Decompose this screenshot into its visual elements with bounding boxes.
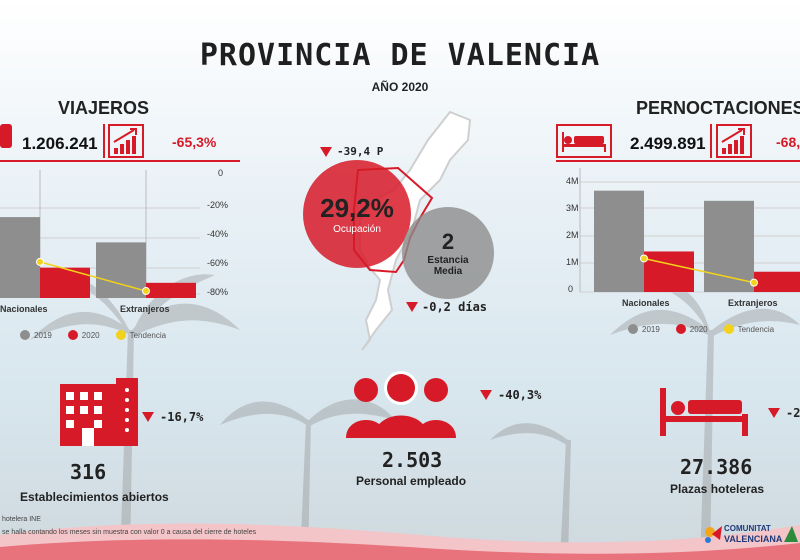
pernoctaciones-chart <box>579 168 800 293</box>
viajeros-cat-nacionales: Nacionales <box>0 304 48 314</box>
pernoctaciones-change: -68, <box>776 134 800 150</box>
ocupacion-value: 29,2% <box>320 193 394 223</box>
pern-tick-0: 0 <box>568 284 574 294</box>
estancia-label-1: Estancia <box>427 255 469 266</box>
bar-2019-nacionales <box>594 190 644 292</box>
logo-text-2: VALENCIANA <box>724 534 783 544</box>
legend-tendencia: Tendencia <box>115 330 166 340</box>
trend-up-icon <box>716 124 752 158</box>
bar-2020-nacionales <box>644 251 694 292</box>
down-arrow-icon <box>320 146 332 157</box>
viajeros-kpi-panel: 1.206.241 -65,3% <box>0 120 240 162</box>
estancia-change: -0,2 días <box>406 300 487 314</box>
personal-value: 2.503 <box>382 448 443 472</box>
pern-cat-nacionales: Nacionales <box>622 298 670 308</box>
comunitat-valenciana-logo: COMUNITAT VALENCIANA <box>702 518 800 558</box>
establecimientos-value: 316 <box>70 460 107 484</box>
down-arrow-icon <box>480 390 492 400</box>
trend-point-nacionales <box>36 257 44 266</box>
estancia-label-2: Media <box>433 266 463 277</box>
pernoctaciones-underline <box>556 160 800 162</box>
pern-cat-extranjeros: Extranjeros <box>728 298 778 308</box>
pernoctaciones-kpi-panel: 2.499.891 -68, <box>556 120 800 162</box>
viajeros-underline <box>0 160 240 162</box>
viajeros-tick-0: 0 <box>218 168 224 178</box>
down-arrow-icon <box>406 302 418 312</box>
viajeros-total: 1.206.241 <box>22 134 98 153</box>
legend-2020: 2020 <box>67 330 100 340</box>
viajeros-tick-40: -40% <box>207 229 229 239</box>
legend-2019: 2019 <box>20 330 52 340</box>
bar-2020-extranjeros <box>146 282 196 298</box>
page-title: PROVINCIA DE VALENCIA <box>199 38 601 73</box>
footer-wave <box>0 523 800 560</box>
pern-tick-3m: 3M <box>566 203 579 213</box>
estancia-bubble: 2 Estancia Media <box>402 207 494 299</box>
legend-2020: 2020 <box>675 324 708 334</box>
pernoctaciones-title: PERNOCTACIONES <box>636 98 800 118</box>
pernoctaciones-total: 2.499.891 <box>630 134 706 153</box>
trend-point-extranjeros <box>750 278 758 287</box>
viajeros-legend: 2019 2020 Tendencia <box>20 330 166 340</box>
pernoctaciones-legend: 2019 2020 Tendencia <box>628 324 774 334</box>
person-icon <box>0 124 12 148</box>
footer-source: hotelera INE <box>2 516 41 523</box>
bar-2020-nacionales <box>40 267 90 298</box>
down-arrow-icon <box>768 408 780 418</box>
divider <box>103 124 105 158</box>
logo-text-1: COMUNITAT <box>724 524 771 533</box>
divider <box>710 124 712 158</box>
bar-2019-extranjeros <box>704 200 754 292</box>
establecimientos-change: -16,7% <box>142 410 203 424</box>
ocupacion-change: -39,4 P <box>320 145 383 158</box>
page-subtitle: AÑO 2020 <box>371 80 429 94</box>
estancia-value: 2 <box>441 229 455 254</box>
personal-label: Personal empleado <box>356 474 467 488</box>
legend-tendencia: Tendencia <box>723 324 774 334</box>
viajeros-cat-extranjeros: Extranjeros <box>120 304 170 314</box>
viajeros-title: VIAJEROS <box>58 98 150 118</box>
trend-up-icon <box>108 124 144 158</box>
personal-change: -40,3% <box>480 388 541 402</box>
viajeros-chart <box>0 170 200 298</box>
bar-2019-nacionales <box>0 217 40 298</box>
trend-line <box>643 257 755 284</box>
establecimientos-label: Establecimientos abiertos <box>20 490 169 504</box>
logo-mark-icon <box>705 526 722 543</box>
plazas-label: Plazas hoteleras <box>670 482 765 496</box>
plazas-change: -2 <box>768 406 800 420</box>
pern-tick-2m: 2M <box>566 230 579 240</box>
trend-line <box>39 261 147 292</box>
bar-2020-extranjeros <box>754 271 800 292</box>
viajeros-tick-20: -20% <box>207 200 229 210</box>
pern-tick-4m: 4M <box>566 176 579 186</box>
trend-point-extranjeros <box>142 287 150 296</box>
viajeros-change: -65,3% <box>172 134 217 150</box>
logo-arrow-icon <box>784 526 798 542</box>
down-arrow-icon <box>142 412 154 422</box>
bed-icon <box>660 388 748 436</box>
ocupacion-bubble: 29,2% Ocupación <box>303 160 411 268</box>
legend-2019: 2019 <box>628 324 660 334</box>
pern-tick-1m: 1M <box>566 257 579 267</box>
footer-note: se halla contando los meses sin muestra … <box>2 529 257 536</box>
bed-icon <box>556 124 612 158</box>
trend-point-nacionales <box>640 254 648 263</box>
staff-icon <box>346 371 456 438</box>
viajeros-tick-80: -80% <box>207 287 229 297</box>
ocupacion-label: Ocupación <box>333 224 381 235</box>
viajeros-tick-60: -60% <box>207 258 229 268</box>
hotel-icon <box>60 378 138 446</box>
plazas-value: 27.386 <box>680 455 753 479</box>
